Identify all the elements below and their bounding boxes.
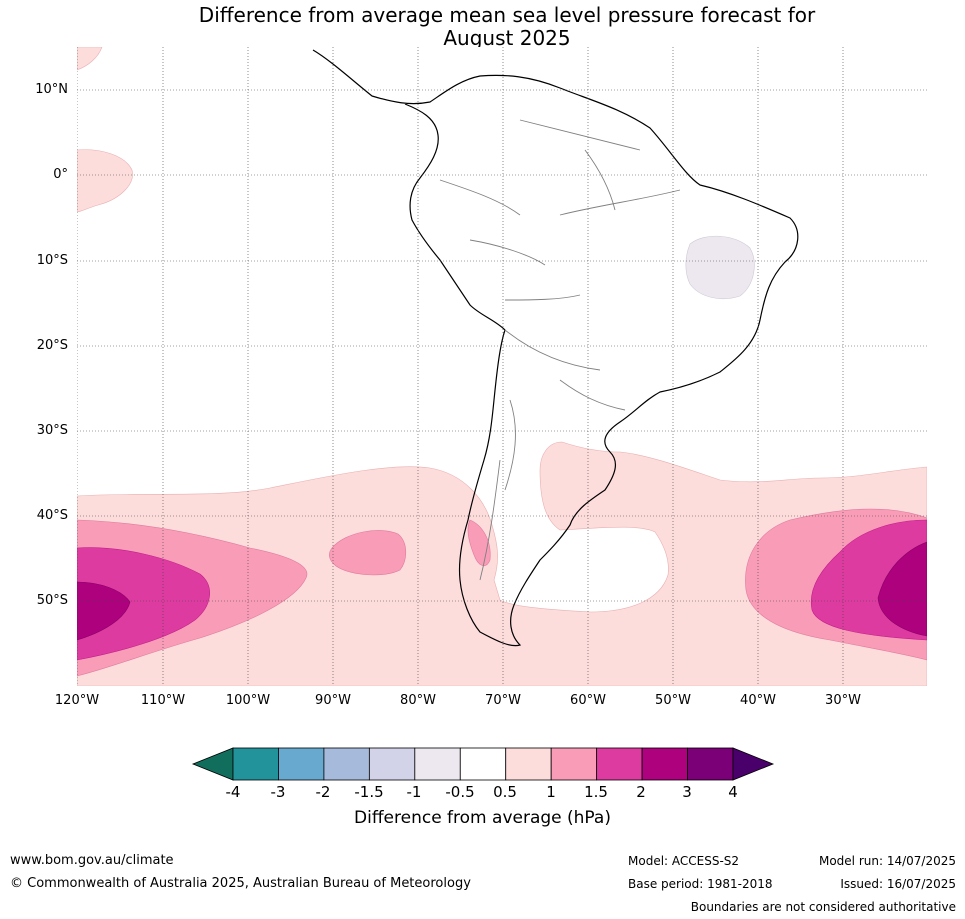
contour-plus-one-central: [329, 530, 407, 576]
contour-plus-one-south-chile: [467, 519, 491, 567]
colorbar-tick-label: 2: [636, 783, 646, 801]
footer-issued: Issued: 16/07/2025: [840, 877, 956, 891]
footer-disclaimer: Boundaries are not considered authoritat…: [690, 900, 956, 914]
contour-plus-one-half-west: [77, 547, 210, 661]
lon-label-120w: 120°W: [54, 693, 100, 708]
contour-plus-two-west: [77, 581, 131, 641]
south-america-outline: [312, 49, 799, 647]
lat-label-0: 0°: [53, 167, 68, 182]
lat-label-10n: 10°N: [35, 82, 68, 97]
title-line-2: August 2025: [443, 26, 571, 50]
colorbar-arrow-high: [732, 747, 775, 781]
colorbar-segment: [596, 747, 643, 781]
colorbar-tick-label: 1.5: [584, 783, 608, 801]
colorbar-segment: [641, 747, 688, 781]
colorbar-tick-label: 4: [728, 783, 738, 801]
colorbar-tick-label: 3: [682, 783, 692, 801]
lon-label-80w: 80°W: [400, 693, 436, 708]
colorbar-title: Difference from average (hPa): [354, 808, 611, 828]
lon-label-40w: 40°W: [740, 693, 776, 708]
lon-label-70w: 70°W: [485, 693, 521, 708]
lat-label-50s: 50°S: [36, 593, 68, 608]
colorbar-arrow-low: [191, 747, 234, 781]
contour-plus-half-equator: [77, 149, 133, 213]
colorbar-segment: [232, 747, 279, 781]
graticule: [77, 47, 927, 686]
contour-minus-half-brazil: [685, 235, 755, 299]
colorbar-tick-label: 1: [546, 783, 556, 801]
footer-copyright: © Commonwealth of Australia 2025, Austra…: [10, 876, 471, 891]
colorbar-tick-label: -4: [225, 783, 241, 801]
lon-label-50w: 50°W: [655, 693, 691, 708]
colorbar-tick-label: -2: [315, 783, 331, 801]
lon-label-100w: 100°W: [225, 693, 271, 708]
colorbar-segment: [505, 747, 552, 781]
footer-model: Model: ACCESS-S2: [628, 854, 740, 868]
colorbar: [191, 747, 775, 781]
map-area: [77, 47, 927, 686]
lat-label-10s: 10°S: [36, 253, 68, 268]
colorbar-segment: [414, 747, 461, 781]
lon-label-60w: 60°W: [570, 693, 606, 708]
footer-base-period: Base period: 1981-2018: [628, 877, 773, 891]
footer-website: www.bom.gov.au/climate: [10, 853, 174, 868]
title-line-1: Difference from average mean sea level p…: [198, 3, 816, 27]
lon-label-30w: 30°W: [825, 693, 861, 708]
colorbar-segment: [550, 747, 598, 781]
colorbar-tick-label: -3: [270, 783, 286, 801]
colorbar-tick-label: -1.5: [354, 783, 384, 801]
lat-label-20s: 20°S: [36, 338, 68, 353]
lon-label-90w: 90°W: [315, 693, 351, 708]
contour-plus-half-south-band: [77, 441, 927, 686]
colorbar-segment: [323, 747, 370, 781]
colorbar-tick-label: -0.5: [445, 783, 475, 801]
colorbar-segment: [278, 747, 325, 781]
colorbar-segment: [368, 747, 416, 781]
contour-plus-half-north: [77, 47, 103, 71]
lat-label-30s: 30°S: [36, 423, 68, 438]
colorbar-segment: [687, 747, 734, 781]
lat-label-40s: 40°S: [36, 508, 68, 523]
footer-model-run: Model run: 14/07/2025: [818, 854, 956, 868]
lon-label-110w: 110°W: [140, 693, 186, 708]
colorbar-segment: [459, 747, 507, 781]
colorbar-tick-label: -1: [406, 783, 422, 801]
country-boundaries: [439, 119, 681, 581]
colorbar-tick-label: 0.5: [493, 783, 517, 801]
chart-title: Difference from average mean sea level p…: [0, 4, 965, 50]
contour-plus-two-east: [877, 541, 927, 637]
